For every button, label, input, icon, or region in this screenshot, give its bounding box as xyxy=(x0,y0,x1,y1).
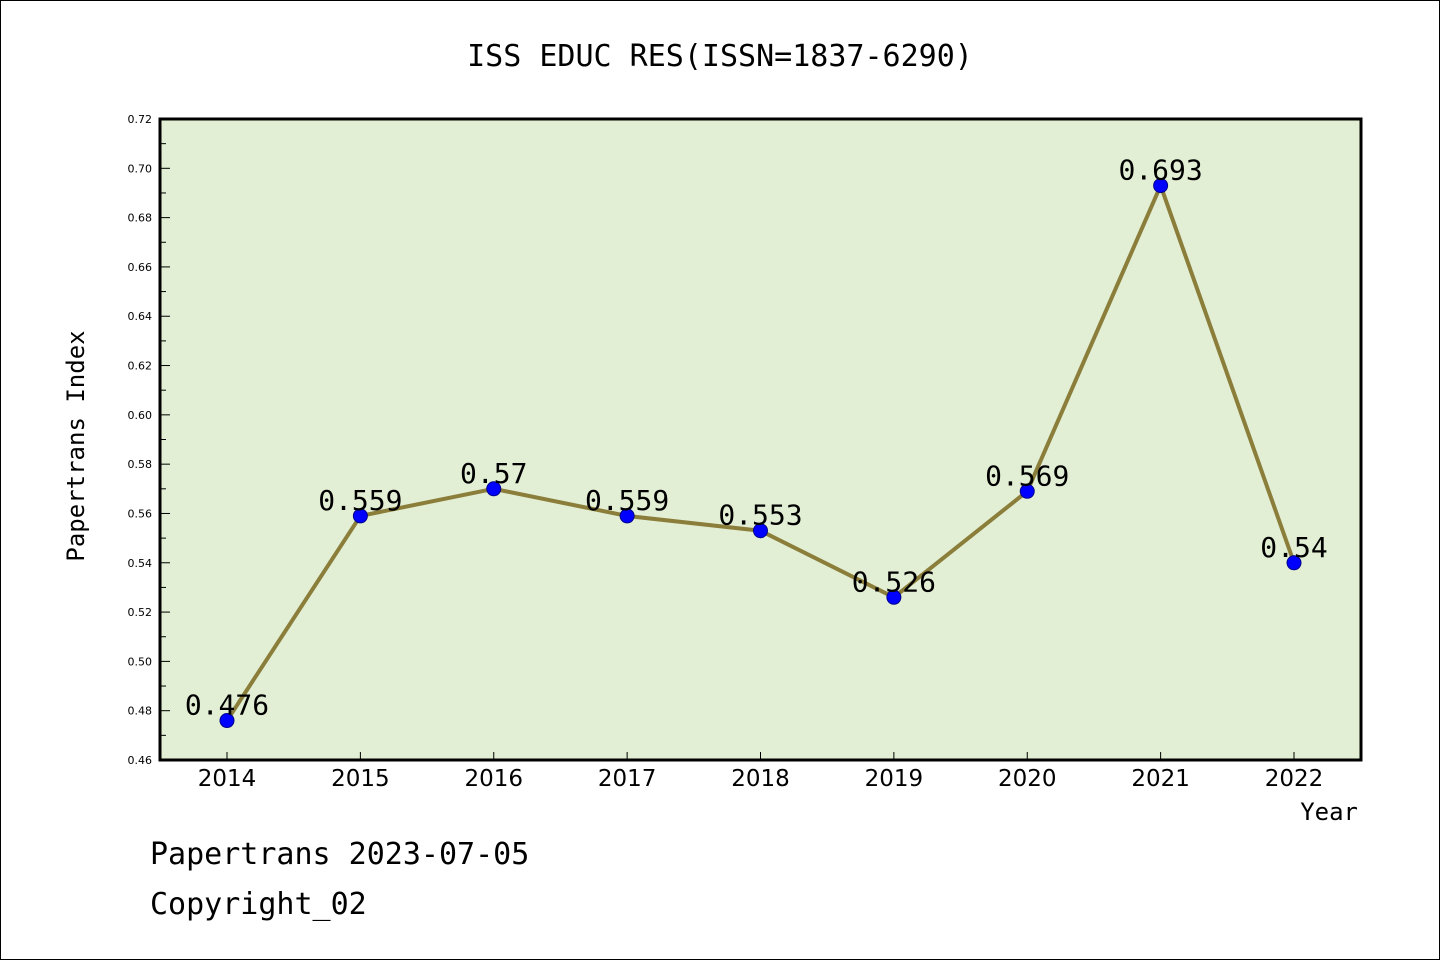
x-tick-label: 2019 xyxy=(865,766,924,792)
x-tick-label: 2022 xyxy=(1265,766,1324,792)
y-tick-label: 0.46 xyxy=(128,754,153,767)
data-label: 0.526 xyxy=(852,565,936,598)
data-point xyxy=(219,713,235,729)
data-point xyxy=(486,481,502,497)
data-point xyxy=(753,523,768,539)
y-tick-label: 0.68 xyxy=(128,212,153,225)
x-tick-label: 2016 xyxy=(464,766,523,792)
footer-copyright: Copyright_02 xyxy=(150,887,367,922)
x-tick-label: 2014 xyxy=(198,766,257,792)
data-label: 0.559 xyxy=(318,484,402,517)
data-label: 0.553 xyxy=(718,499,802,532)
y-tick-label: 0.56 xyxy=(128,507,153,520)
series-layer xyxy=(219,178,1302,729)
y-tick-label: 0.58 xyxy=(128,458,153,471)
y-axis-title: Papertrans Index xyxy=(62,330,90,561)
data-point xyxy=(352,508,368,524)
x-tick-label: 2015 xyxy=(331,766,390,792)
x-axis-title: Year xyxy=(1300,798,1358,826)
data-point xyxy=(619,508,635,524)
data-labels: 0.476 0.559 0.57 0.559 0.553 0.526 0.569 0.693 0… xyxy=(185,154,1328,722)
y-tick-label: 0.70 xyxy=(128,162,153,175)
chart-title: ISS EDUC RES(ISSN=1837-6290) xyxy=(467,39,973,74)
y-tick-label: 0.62 xyxy=(128,360,153,373)
y-tick-label: 0.66 xyxy=(128,261,153,274)
y-axis: 0.46 0.48 0.50 0.52 0.54 0.56 0.58 0.60 0.62 0.64… xyxy=(128,113,170,767)
plot-area xyxy=(158,117,1363,762)
data-label: 0.693 xyxy=(1118,154,1202,187)
x-tick-label: 2018 xyxy=(731,766,790,792)
data-point xyxy=(1153,178,1169,194)
x-tick-label: 2017 xyxy=(598,766,657,792)
y-tick-label: 0.50 xyxy=(128,655,153,668)
x-tick-label: 2021 xyxy=(1131,766,1190,792)
footer-date: Papertrans 2023-07-05 xyxy=(150,837,529,872)
data-point xyxy=(1019,483,1035,499)
x-axis: 2014 2015 2016 2017 2018 2019 2020 2021 2022 xyxy=(198,752,1324,792)
data-label: 0.57 xyxy=(460,457,527,490)
data-point xyxy=(886,589,902,605)
x-tick-label: 2020 xyxy=(998,766,1057,792)
y-tick-label: 0.52 xyxy=(128,606,153,619)
data-label: 0.476 xyxy=(185,689,269,722)
data-label: 0.559 xyxy=(585,484,669,517)
y-tick-label: 0.60 xyxy=(128,409,153,422)
y-tick-label: 0.72 xyxy=(128,113,153,126)
data-label: 0.54 xyxy=(1260,531,1327,564)
data-label: 0.569 xyxy=(985,459,1069,492)
data-point xyxy=(1286,555,1302,571)
y-tick-label: 0.48 xyxy=(128,705,153,718)
y-tick-label: 0.64 xyxy=(128,310,153,323)
y-tick-label: 0.54 xyxy=(128,557,153,570)
